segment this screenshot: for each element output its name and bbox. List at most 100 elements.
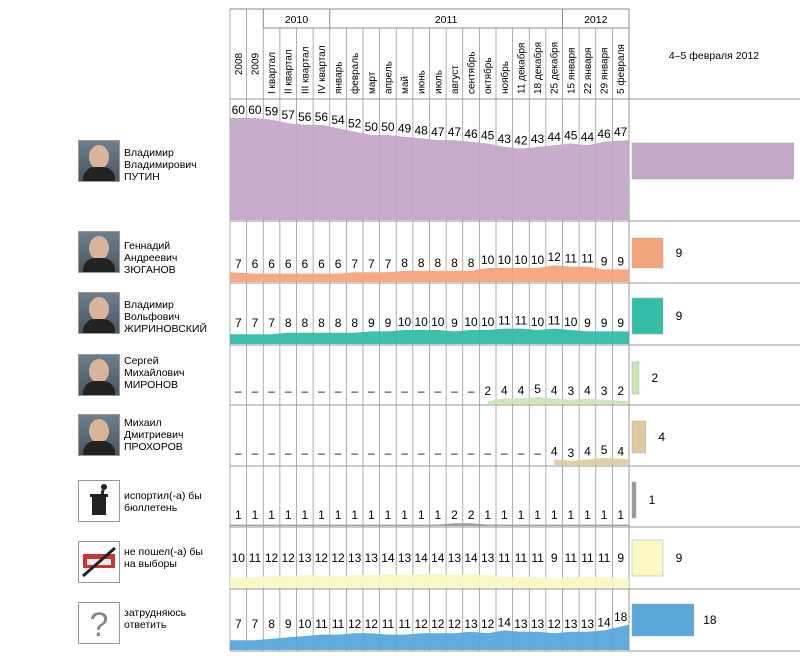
period-label: IV квартал: [317, 45, 328, 94]
putin-final-bar: [631, 142, 794, 180]
spoil-value-label: 1: [368, 508, 375, 522]
zhirinovsky-value-label: 10: [415, 315, 429, 329]
candidate-name-putin: Владимир Владимирович ПУТИН: [124, 147, 197, 183]
undecided-value-label: 11: [315, 617, 328, 631]
zhirinovsky-value-label: 9: [451, 316, 458, 330]
mironov-value-label: 4: [501, 383, 508, 397]
not_vote-value-label: 11: [581, 551, 594, 565]
spoil-value-label: 1: [301, 508, 308, 522]
not_vote-value-label: 14: [464, 551, 478, 565]
not_vote-value-label: 9: [551, 551, 558, 565]
zyuganov-value-label: 9: [601, 254, 608, 268]
putin-value-label: 60: [248, 103, 262, 117]
spoil-value-label: 1: [617, 508, 624, 522]
putin-value-label: 48: [415, 123, 429, 137]
putin-value-label: 46: [597, 127, 611, 141]
zyuganov-value-label: 10: [514, 253, 528, 267]
mironov-value-label: –: [418, 384, 425, 398]
zhirinovsky-value-label: 10: [431, 315, 445, 329]
name-line: бюллетень: [124, 502, 178, 514]
mironov-area: [487, 397, 629, 404]
mironov-final-label: 2: [652, 371, 659, 385]
year-label: 2011: [435, 14, 458, 26]
zyuganov-value-label: 8: [418, 256, 425, 270]
mironov-value-label: –: [318, 384, 325, 398]
spoil-value-label: 1: [252, 508, 259, 522]
zhirinovsky-value-label: 11: [498, 314, 511, 328]
not_vote-area: [230, 574, 629, 588]
undecided-value-label: 13: [581, 617, 595, 631]
prokhorov-value-label: –: [385, 446, 392, 460]
zhirinovsky-value-label: 9: [368, 316, 375, 330]
zyuganov-value-label: 6: [335, 257, 342, 271]
putin-value-label: 44: [548, 130, 562, 144]
undecided-value-label: 12: [481, 617, 495, 631]
undecided-value-label: 13: [564, 617, 578, 631]
prokhorov-final-bar: [631, 420, 647, 454]
not_vote-value-label: 11: [531, 551, 544, 565]
prokhorov-value-label: –: [468, 446, 475, 460]
putin-value-label: 47: [614, 125, 628, 139]
prokhorov-value-label: 3: [567, 446, 574, 460]
period-label: октябрь: [482, 57, 494, 94]
candidate-name-zhirinovsky: Владимир Вольфович ЖИРИНОВСКИЙ: [124, 299, 207, 335]
name-line: испортил(-а) бы: [124, 490, 202, 502]
zhirinovsky-value-label: 7: [268, 316, 275, 330]
mironov-value-label: –: [468, 384, 475, 398]
spoil-value-label: 1: [268, 508, 275, 522]
spoil-value-label: 1: [401, 508, 408, 522]
mironov-value-label: –: [335, 384, 342, 398]
zyuganov-value-label: 8: [468, 256, 475, 270]
period-label: март: [367, 71, 378, 94]
zhirinovsky-area: [230, 328, 629, 344]
spoil-value-label: 2: [451, 508, 458, 522]
putin-value-label: 49: [398, 122, 412, 136]
undecided-value-label: 7: [252, 617, 259, 631]
mironov-value-label: –: [351, 384, 358, 398]
prokhorov-value-label: –: [401, 446, 408, 460]
prokhorov-value-label: –: [335, 446, 342, 460]
undecided-value-label: 8: [268, 617, 275, 631]
spoil-final-bar: [631, 481, 637, 519]
name-line: ПРОХОРОВ: [124, 441, 183, 453]
zyuganov-value-label: 6: [268, 257, 275, 271]
zhirinovsky-value-label: 10: [464, 315, 478, 329]
mironov-photo-icon: [78, 354, 120, 396]
prokhorov-value-label: –: [518, 446, 525, 460]
period-label: 2009: [250, 52, 261, 75]
zyuganov-value-label: 8: [434, 256, 441, 270]
zhirinovsky-value-label: 8: [351, 316, 358, 330]
name-line: ЗЮГАНОВ: [124, 264, 176, 276]
prokhorov-value-label: –: [418, 446, 425, 460]
undecided-final-bar: [631, 603, 695, 637]
mironov-value-label: –: [401, 384, 408, 398]
mironov-value-label: –: [268, 384, 275, 398]
putin-value-label: 60: [232, 103, 246, 117]
zyuganov-value-label: 7: [351, 257, 358, 271]
putin-value-label: 44: [581, 130, 595, 144]
zyuganov-value-label: 10: [498, 253, 512, 267]
mironov-value-label: 4: [518, 383, 525, 397]
mironov-final-bar: [631, 361, 640, 395]
putin-value-label: 50: [365, 120, 379, 134]
name-line: Андреевич: [124, 252, 178, 264]
zhirinovsky-value-label: 11: [515, 314, 528, 328]
zyuganov-value-label: 7: [385, 257, 392, 271]
period-label: январь: [334, 62, 345, 94]
spoil-value-label: 1: [285, 508, 292, 522]
zhirinovsky-value-label: 9: [385, 316, 392, 330]
period-label: 2008: [234, 52, 245, 75]
period-label: июль: [433, 70, 444, 94]
spoil-value-label: 1: [351, 508, 358, 522]
putin-value-label: 47: [431, 125, 445, 139]
period-label: I квартал: [267, 52, 278, 94]
not_vote-value-label: 10: [232, 551, 246, 565]
undecided-value-label: 18: [614, 610, 628, 624]
final-date-label: 4–5 февраля 2012: [669, 50, 759, 62]
period-label: 18 декабря: [532, 42, 544, 94]
putin-value-label: 56: [298, 110, 312, 124]
name-line: ПУТИН: [124, 171, 160, 183]
putin-value-label: 59: [265, 105, 279, 119]
prokhorov-value-label: 5: [601, 443, 608, 457]
